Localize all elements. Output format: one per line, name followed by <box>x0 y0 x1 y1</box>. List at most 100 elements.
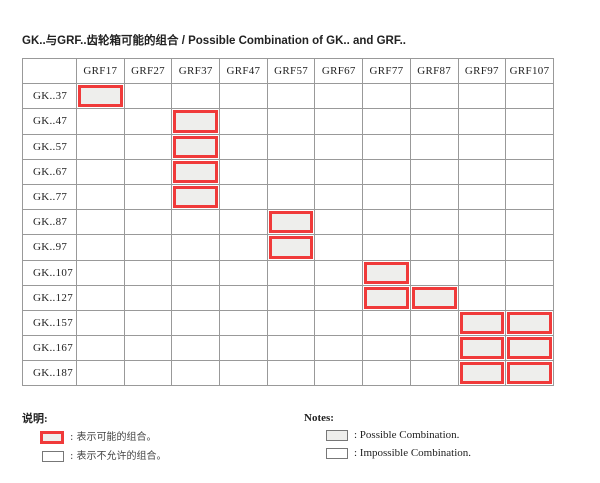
empty-cell <box>409 335 459 362</box>
empty-cell <box>505 83 554 110</box>
table-row: GK..107 <box>22 259 554 286</box>
table-row: GK..57 <box>22 133 554 160</box>
empty-cell <box>76 284 125 311</box>
possible-cell <box>171 158 221 185</box>
empty-cell <box>457 83 507 110</box>
possible-cell <box>457 360 507 387</box>
empty-cell <box>362 108 411 135</box>
empty-cell <box>219 259 268 286</box>
empty-cell <box>505 234 554 261</box>
empty-cell <box>123 183 173 211</box>
page-title: GK..与GRF..齿轮箱可能的组合 / Possible Combinatio… <box>22 35 406 47</box>
empty-cell <box>505 133 554 160</box>
possible-combination-mark <box>173 110 219 133</box>
possible-combination-mark <box>173 185 219 209</box>
empty-cell <box>409 133 459 160</box>
possible-cell <box>171 183 221 211</box>
empty-cell <box>409 83 459 110</box>
empty-cell <box>409 360 459 387</box>
legend-en-possible: : Possible Combination. <box>326 429 459 441</box>
possible-cell <box>505 360 554 387</box>
possible-combination-mark <box>507 337 552 360</box>
combination-table: GRF17 GRF27 GRF37 GRF47 GRF57 GRF67 GRF77 GRF87… <box>22 57 554 387</box>
empty-cell <box>171 309 221 337</box>
row-header: GK..37 <box>22 83 77 110</box>
impossible-swatch-icon <box>42 450 64 462</box>
empty-cell <box>314 284 364 311</box>
empty-cell <box>76 133 125 160</box>
empty-cell <box>409 209 459 236</box>
empty-cell <box>123 158 173 185</box>
empty-cell <box>123 83 173 110</box>
column-header: GRF37 <box>171 57 221 85</box>
row-header: GK..167 <box>22 335 77 362</box>
empty-cell <box>457 133 507 160</box>
possible-cell <box>457 309 507 337</box>
empty-cell <box>457 284 507 311</box>
column-header: GRF97 <box>457 57 507 85</box>
empty-cell <box>457 259 507 286</box>
empty-cell <box>457 234 507 261</box>
empty-cell <box>219 284 268 311</box>
empty-cell <box>123 284 173 311</box>
row-header: GK..127 <box>22 284 77 311</box>
empty-cell <box>314 108 364 135</box>
empty-cell <box>409 309 459 337</box>
table-row: GK..67 <box>22 158 554 185</box>
table-row: GK..127 <box>22 284 554 311</box>
empty-cell <box>266 284 316 311</box>
empty-cell <box>171 209 221 236</box>
possible-combination-mark <box>507 311 552 335</box>
column-header: GRF27 <box>123 57 173 85</box>
possible-cell <box>362 259 411 286</box>
row-header: GK..67 <box>22 158 77 185</box>
possible-cell <box>505 309 554 337</box>
column-header: GRF67 <box>314 57 364 85</box>
empty-cell <box>219 158 268 185</box>
legend-en-impossible: : Impossible Combination. <box>326 447 471 459</box>
empty-cell <box>219 183 268 211</box>
row-header: GK..47 <box>22 108 77 135</box>
empty-cell <box>76 259 125 286</box>
empty-cell <box>314 209 364 236</box>
empty-cell <box>362 335 411 362</box>
empty-cell <box>505 209 554 236</box>
possible-cell <box>409 284 459 311</box>
empty-cell <box>219 83 268 110</box>
row-header: GK..107 <box>22 259 77 286</box>
possible-combination-mark <box>459 311 505 335</box>
empty-cell <box>76 183 125 211</box>
row-header: GK..97 <box>22 234 77 261</box>
table-row: GK..157 <box>22 309 554 337</box>
empty-cell <box>314 133 364 160</box>
empty-cell <box>76 309 125 337</box>
possible-combination-mark <box>507 362 552 385</box>
possible-cell <box>266 234 316 261</box>
possible-combination-mark <box>268 211 314 234</box>
empty-cell <box>362 83 411 110</box>
column-header: GRF107 <box>505 57 554 85</box>
legend-cn-possible: : 表示可能的组合。 <box>40 428 157 444</box>
possible-swatch-icon <box>40 430 64 444</box>
empty-cell <box>171 259 221 286</box>
empty-cell <box>123 234 173 261</box>
empty-cell <box>266 335 316 362</box>
possible-combination-mark <box>364 286 409 309</box>
possible-cell <box>457 335 507 362</box>
empty-cell <box>362 133 411 160</box>
possible-swatch-icon <box>326 429 348 441</box>
empty-cell <box>171 335 221 362</box>
empty-cell <box>362 309 411 337</box>
column-header: GRF57 <box>266 57 316 85</box>
possible-combination-mark <box>364 261 409 284</box>
possible-cell <box>171 133 221 160</box>
row-header: GK..187 <box>22 360 77 387</box>
header-row: GRF17 GRF27 GRF37 GRF47 GRF57 GRF67 GRF77 GRF87… <box>22 57 554 85</box>
possible-combination-mark <box>173 135 219 158</box>
column-header: GRF77 <box>362 57 411 85</box>
possible-combination-mark <box>268 236 314 259</box>
empty-cell <box>266 360 316 387</box>
empty-cell <box>76 108 125 135</box>
empty-cell <box>76 234 125 261</box>
empty-cell <box>76 158 125 185</box>
